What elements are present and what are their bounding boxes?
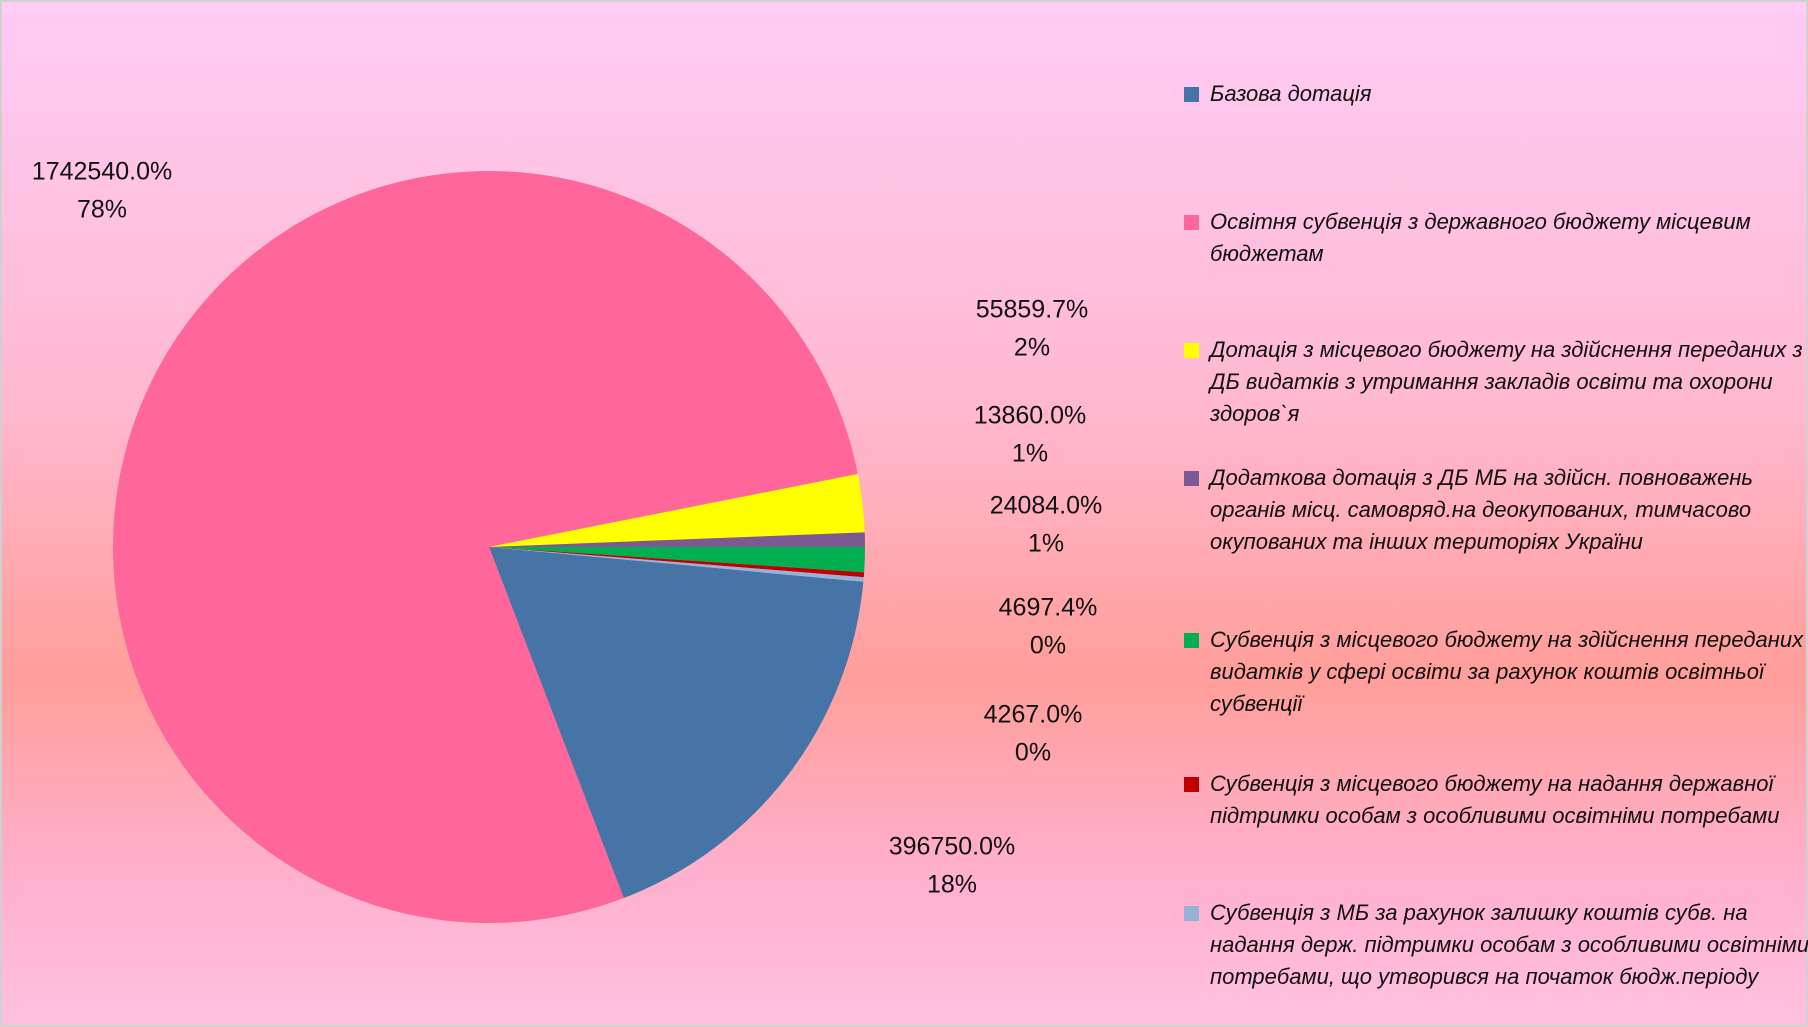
data-label: 1742540.0% xyxy=(32,158,172,186)
data-label-percent: 2% xyxy=(1014,334,1050,362)
data-label: 4267.0% xyxy=(984,701,1083,729)
legend-swatch xyxy=(1184,633,1199,648)
legend-item: Базова дотація xyxy=(1184,78,1808,110)
pie-slice xyxy=(113,170,858,923)
pie-slice xyxy=(489,546,865,573)
legend-item: Субвенція з МБ за рахунок залишку коштів… xyxy=(1184,897,1808,993)
legend-label: Субвенція з місцевого бюджету на надання… xyxy=(1210,771,1780,828)
data-label-percent: 1% xyxy=(1028,530,1064,558)
pie-slice xyxy=(489,547,864,582)
pie-slice xyxy=(489,547,864,899)
data-label-percent: 78% xyxy=(77,196,127,224)
pie-slice xyxy=(489,532,865,547)
legend-swatch xyxy=(1184,777,1199,792)
legend-item: Освітня субвенція з державного бюджету м… xyxy=(1184,206,1808,270)
pie-slice xyxy=(489,547,865,578)
legend-item: Субвенція з місцевого бюджету на здійсне… xyxy=(1184,624,1808,720)
data-label: 396750.0% xyxy=(889,833,1016,861)
legend-label: Дотація з місцевого бюджету на здійсненн… xyxy=(1210,337,1803,426)
legend-swatch xyxy=(1184,87,1199,102)
legend-swatch xyxy=(1184,906,1199,921)
data-label-percent: 0% xyxy=(1030,632,1066,660)
legend-item: Субвенція з місцевого бюджету на надання… xyxy=(1184,768,1808,832)
data-label: 24084.0% xyxy=(990,492,1103,520)
pie-slice xyxy=(489,473,865,547)
legend-label: Додаткова дотація з ДБ МБ на здійсн. пов… xyxy=(1210,465,1753,554)
legend-label: Субвенція з місцевого бюджету на здійсне… xyxy=(1210,627,1804,716)
data-label-percent: 1% xyxy=(1012,440,1048,468)
data-label: 55859.7% xyxy=(976,296,1089,324)
legend-item: Додаткова дотація з ДБ МБ на здійсн. пов… xyxy=(1184,462,1808,558)
legend-item: Дотація з місцевого бюджету на здійсненн… xyxy=(1184,334,1808,430)
data-label: 13860.0% xyxy=(974,402,1087,430)
legend-label: Освітня субвенція з державного бюджету м… xyxy=(1210,209,1751,266)
data-label-percent: 0% xyxy=(1015,739,1051,767)
legend-label: Базова дотація xyxy=(1210,81,1372,106)
legend-swatch xyxy=(1184,343,1199,358)
data-label: 4697.4% xyxy=(999,594,1098,622)
legend-label: Субвенція з МБ за рахунок залишку коштів… xyxy=(1210,900,1808,989)
data-label-percent: 18% xyxy=(927,871,977,899)
legend-swatch xyxy=(1184,215,1199,230)
legend-swatch xyxy=(1184,471,1199,486)
